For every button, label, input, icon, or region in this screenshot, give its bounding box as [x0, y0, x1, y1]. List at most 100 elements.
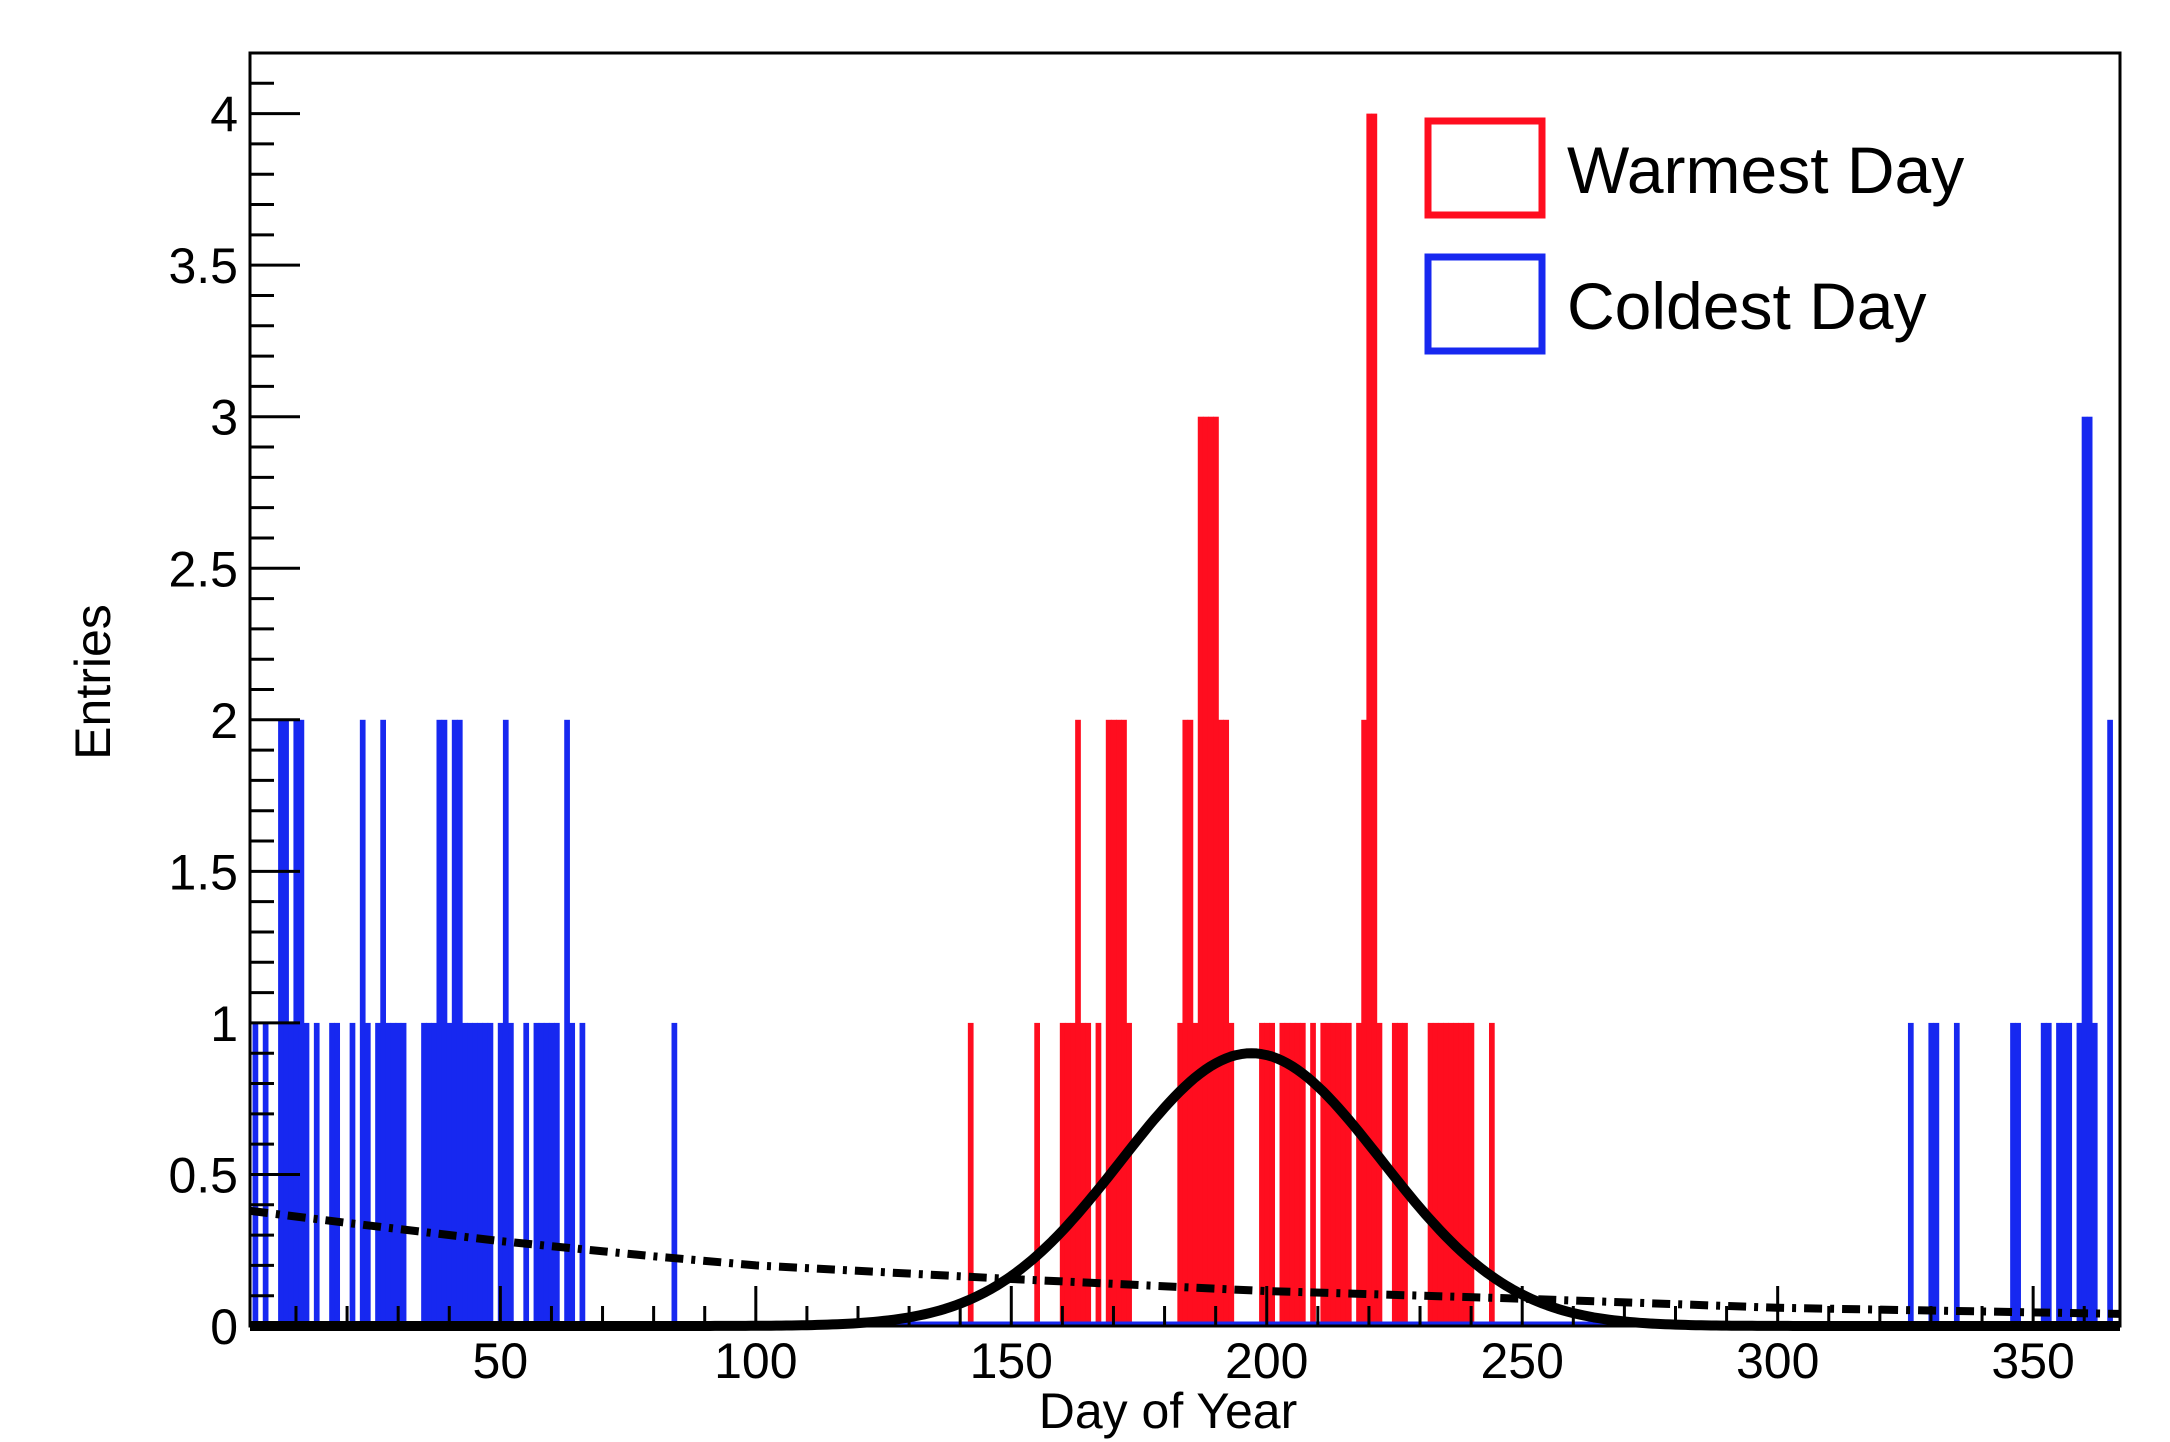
y-tick-label: 3 [210, 390, 238, 446]
coldest-day-bar [533, 1022, 540, 1326]
coldest-day-bar [380, 719, 386, 1326]
warmest-day-bar [1402, 1022, 1408, 1326]
coldest-day-bar [462, 1022, 468, 1326]
coldest-day-bar [359, 719, 366, 1326]
coldest-day-bar [349, 1022, 356, 1326]
warmest-day-bar [1361, 719, 1367, 1326]
warmest-day-bar [1468, 1022, 1475, 1326]
x-tick-label: 100 [714, 1333, 797, 1389]
warmest-day-bar [1177, 1022, 1184, 1326]
axis-ticks [250, 51, 2086, 1328]
warmest-day-bar [1213, 416, 1219, 1327]
coldest-day-bar [390, 1022, 397, 1326]
warmest-day-bar [1345, 1022, 1352, 1326]
y-tick-label: 0 [210, 1299, 238, 1355]
y-tick-label: 1 [210, 996, 238, 1052]
warmest-day-bar [1489, 1022, 1495, 1326]
warmest-day-bar [1269, 1022, 1276, 1326]
warmest-day-bar [1197, 416, 1204, 1327]
warmest-day-bar [1080, 1022, 1086, 1326]
warmest-day-bar [1330, 1022, 1337, 1326]
coldest-day-bar [334, 1022, 341, 1326]
coldest-day-bar [543, 1022, 550, 1326]
coldest-day-bar [2010, 1022, 2016, 1326]
coldest-day-bar [2081, 416, 2088, 1327]
warmest-day-bar [1335, 1022, 1342, 1326]
warmest-day-bar [967, 1022, 974, 1326]
coldest-day-bar [329, 1022, 335, 1326]
warmest-day-bar [1182, 719, 1189, 1326]
warmest-day-bar [1059, 1022, 1066, 1326]
warmest-day-bar [1397, 1022, 1403, 1326]
warmest-day-bar [1202, 416, 1209, 1327]
warmest-day-bar [1325, 1022, 1332, 1326]
warmest-day-bar [1085, 1022, 1092, 1326]
warmest-day-bar [1095, 1022, 1102, 1326]
warmest-day-bar [1279, 1022, 1286, 1326]
coldest-day-bar [569, 1022, 576, 1326]
coldest-day-bar [487, 1022, 494, 1326]
coldest-day-bar [421, 1022, 427, 1326]
background-fit-curve [249, 1206, 2121, 1318]
axis-tick-labels: 50 100 150 200 250 300 350 0 0.5 1 1.5 2 2.5 3 3.5 4 [168, 87, 2074, 1389]
x-tick-label: 300 [1736, 1333, 1819, 1389]
warmest-day-bar [1259, 1022, 1265, 1326]
coldest-day-bar [1907, 1022, 1914, 1326]
x-tick-label: 200 [1225, 1333, 1308, 1389]
warmest-day-bar [1458, 1022, 1465, 1326]
warmest-day-bar [1218, 719, 1224, 1326]
warmest-day-bar [1432, 1022, 1439, 1326]
warmest-day-bar [1376, 1022, 1383, 1326]
legend-swatch-coldest-day [1424, 253, 1546, 355]
legend-label-warmest-day: Warmest Day [1567, 133, 1964, 207]
coldest-day-bar [2076, 1022, 2083, 1326]
warmest-day-bar [1116, 719, 1122, 1326]
x-axis-label: Day of Year [1039, 1383, 1298, 1439]
coldest-day-bar [1933, 1022, 1940, 1326]
coldest-day-bar [436, 719, 443, 1326]
x-tick-label: 50 [473, 1333, 529, 1389]
y-axis-label: Entries [65, 604, 121, 760]
warmest-day-bar [1427, 1022, 1434, 1326]
coldest-day-bar [426, 1022, 432, 1326]
warmest-day-bar [1223, 719, 1230, 1326]
warmest-day-bar [1070, 1022, 1076, 1326]
warmest-day-bar [1284, 1022, 1291, 1326]
warmest-day-bars [967, 113, 1495, 1327]
coldest-day-bar [497, 1022, 504, 1326]
coldest-day-bar [1928, 1022, 1935, 1326]
coldest-day-bar [385, 1022, 392, 1326]
x-tick-label: 150 [970, 1333, 1053, 1389]
warmest-day-bar [1121, 719, 1127, 1326]
warmest-day-bar [1110, 719, 1117, 1326]
coldest-day-bar [467, 1022, 473, 1326]
coldest-day-bar [579, 1022, 586, 1326]
coldest-day-bar [446, 1022, 453, 1326]
legend: Warmest Day Coldest Day [1424, 117, 1964, 355]
warmest-day-bar [1228, 1022, 1235, 1326]
warmest-day-bar [1356, 1022, 1362, 1326]
warmest-day-bar [1366, 113, 1373, 1327]
coldest-day-bar [472, 1022, 478, 1326]
coldest-day-bar [2056, 1022, 2062, 1326]
y-tick-label: 4 [210, 87, 238, 143]
warmest-day-bar [1371, 113, 1378, 1327]
coldest-day-bar [2107, 719, 2113, 1326]
coldest-day-bar [2015, 1022, 2021, 1326]
warmest-day-bar [1340, 1022, 1347, 1326]
coldest-day-bar [2086, 416, 2093, 1327]
warmest-day-bar [1448, 1022, 1454, 1326]
warmest-day-bar [1126, 1022, 1132, 1326]
warmest-day-bar [1437, 1022, 1444, 1326]
y-tick-label: 1.5 [168, 844, 238, 900]
warmest-day-bar [1075, 719, 1081, 1326]
warmest-day-bar [1064, 1022, 1071, 1326]
coldest-day-bar [538, 1022, 545, 1326]
coldest-day-bar [2040, 1022, 2047, 1326]
warmest-day-bar [1105, 719, 1112, 1326]
coldest-day-bar [375, 1022, 381, 1326]
coldest-day-bar [456, 719, 463, 1326]
y-tick-label: 0.5 [168, 1147, 238, 1203]
coldest-day-bar [2091, 1022, 2098, 1326]
